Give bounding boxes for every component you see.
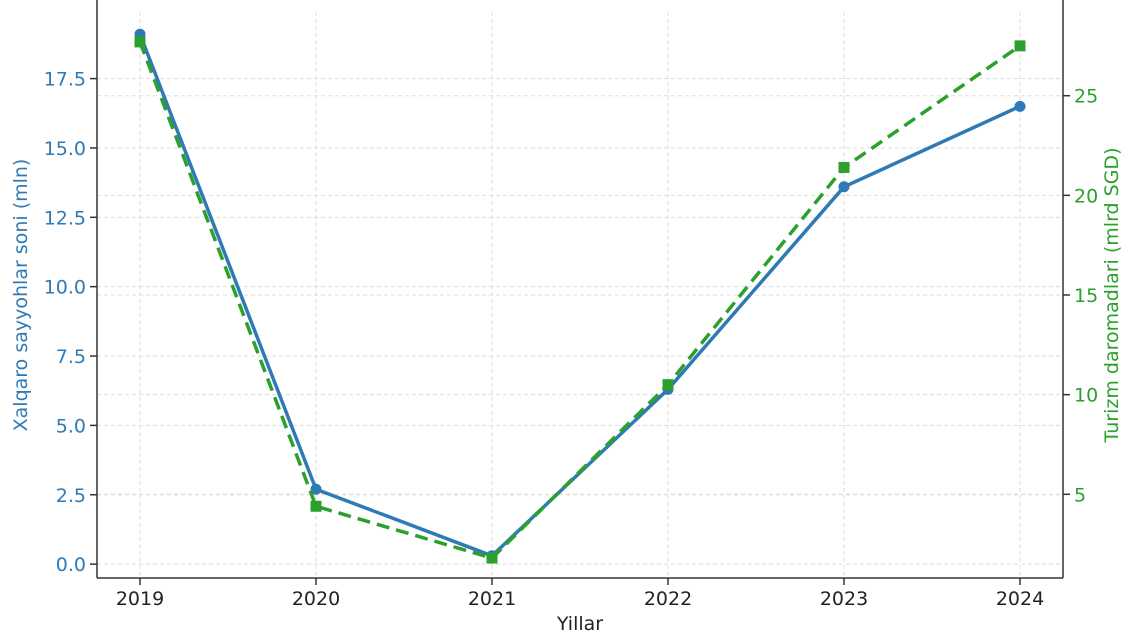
right-y-tick-label: 10 [1074, 385, 1098, 407]
right-y-tick-label: 15 [1074, 285, 1098, 307]
left-y-tick-label: 15.0 [44, 138, 86, 160]
x-tick-label: 2024 [996, 588, 1044, 610]
series [134, 28, 1026, 564]
right-y-axis-title: Turizm daromadlari (mlrd SGD) [1101, 148, 1123, 444]
right-y-tick-label: 5 [1074, 484, 1086, 506]
x-tick-label: 2019 [116, 588, 164, 610]
data-point-right [1014, 40, 1026, 52]
data-point-left [1014, 100, 1026, 112]
left-y-tick-label: 2.5 [56, 485, 86, 507]
left-y-tick-label: 10.0 [44, 277, 86, 299]
axes [96, 0, 1064, 579]
left-y-axis-title: Xalqaro sayyohlar soni (mln) [10, 159, 32, 432]
x-axis-title: Yillar [556, 613, 603, 635]
data-point-right [486, 552, 498, 564]
data-point-left [838, 181, 850, 193]
data-point-right [662, 379, 674, 391]
data-point-left [310, 483, 322, 495]
left-y-tick-label: 0.0 [56, 554, 86, 576]
x-tick-label: 2022 [644, 588, 692, 610]
right-y-tick-label: 20 [1074, 185, 1098, 207]
left-y-tick-label: 5.0 [56, 415, 86, 437]
x-tick-label: 2023 [820, 588, 868, 610]
x-tick-label: 2021 [468, 588, 516, 610]
x-tick-label: 2020 [292, 588, 340, 610]
left-y-tick-label: 7.5 [56, 346, 86, 368]
ticks: 2019 2020 2021 2022 2023 2024 0.0 2.5 5.0 7.5 10.0… [44, 69, 1099, 610]
right-y-tick-label: 25 [1074, 86, 1098, 108]
left-y-tick-label: 12.5 [44, 207, 86, 229]
data-point-right [838, 161, 850, 173]
data-point-right [310, 500, 322, 512]
left-y-tick-label: 17.5 [44, 69, 86, 91]
series-line-right [138, 41, 1021, 560]
data-point-right [134, 36, 146, 48]
